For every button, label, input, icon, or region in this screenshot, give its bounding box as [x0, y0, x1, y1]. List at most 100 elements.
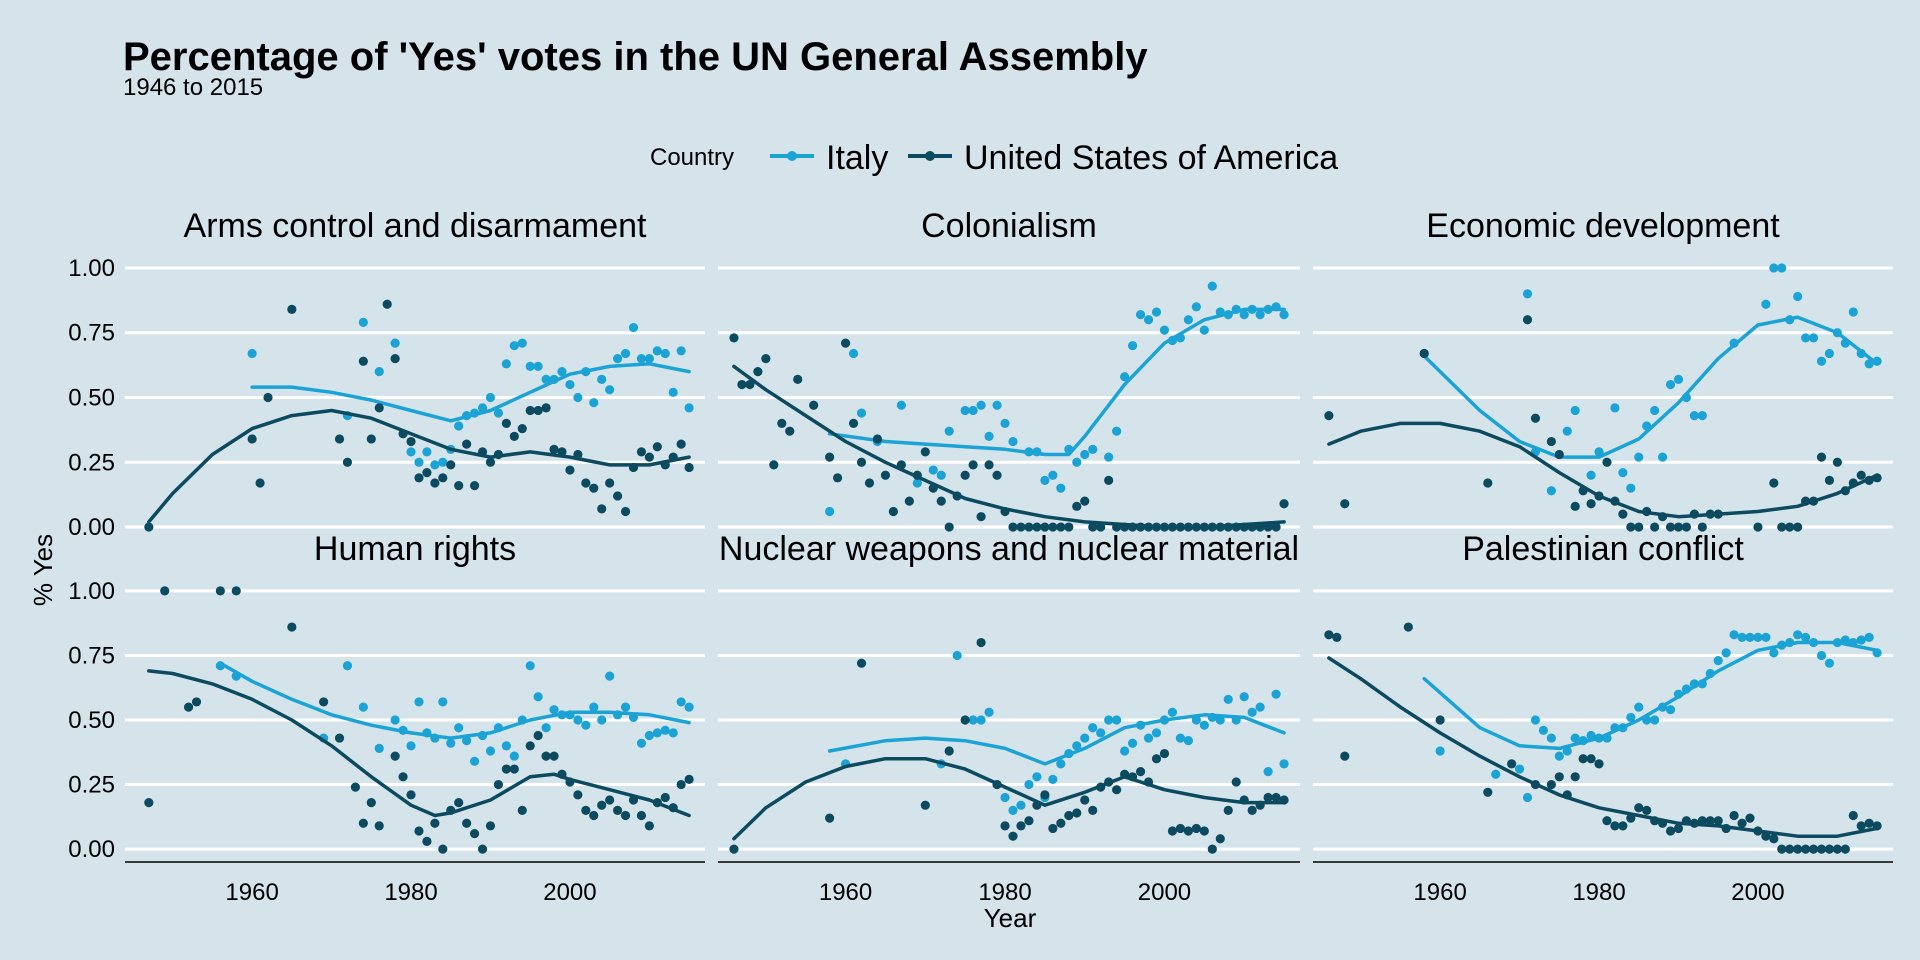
y-tick-label: 1.00 — [68, 255, 115, 282]
data-point — [1848, 810, 1858, 821]
data-point — [944, 426, 954, 436]
data-point — [1048, 823, 1058, 834]
data-point — [1650, 405, 1660, 416]
data-point — [620, 348, 631, 359]
data-point — [1279, 759, 1289, 769]
facet-strip-label: Palestinian conflict — [1462, 530, 1744, 568]
data-point — [605, 385, 615, 395]
data-point — [414, 697, 424, 707]
data-point — [1729, 630, 1739, 640]
data-point — [597, 800, 607, 810]
data-point — [446, 738, 456, 748]
data-point — [1554, 751, 1564, 761]
data-point — [1159, 748, 1170, 759]
data-point — [1207, 844, 1217, 854]
data-point — [1856, 821, 1866, 831]
data-point — [191, 697, 202, 707]
data-point — [144, 798, 154, 808]
data-point — [1080, 795, 1090, 805]
data-point — [454, 480, 464, 491]
data-point — [848, 418, 859, 429]
y-tick-label: 0.50 — [68, 707, 115, 734]
data-point — [1120, 372, 1130, 382]
data-point — [1279, 309, 1289, 320]
data-point — [1183, 315, 1193, 325]
data-point — [366, 434, 376, 444]
data-point — [1816, 844, 1827, 854]
data-point — [1255, 702, 1265, 712]
data-point — [509, 751, 519, 761]
data-point — [1207, 281, 1217, 291]
data-point — [848, 348, 859, 359]
data-point — [1856, 470, 1866, 480]
chart-title: Percentage of 'Yes' votes in the UN Gene… — [123, 35, 1148, 79]
data-point — [1040, 790, 1050, 800]
data-point — [1522, 289, 1533, 299]
data-point — [976, 715, 986, 725]
data-point — [1143, 733, 1154, 743]
data-point — [840, 338, 851, 348]
data-point — [644, 354, 654, 364]
data-point — [968, 460, 978, 470]
data-point — [1721, 648, 1731, 658]
facet-strip-label: Colonialism — [921, 207, 1097, 245]
data-point — [1104, 715, 1114, 725]
data-point — [1491, 769, 1501, 779]
data-point — [1761, 632, 1771, 642]
data-point — [872, 434, 883, 444]
data-point — [1056, 483, 1066, 493]
data-point — [469, 756, 480, 766]
data-point — [1824, 348, 1835, 359]
data-point — [1072, 457, 1082, 467]
data-point — [1665, 379, 1676, 390]
data-point — [1689, 411, 1699, 421]
data-point — [1554, 449, 1564, 460]
data-point — [263, 392, 273, 403]
data-point — [1032, 772, 1042, 782]
data-point — [636, 738, 647, 748]
x-axis-title: Year — [984, 903, 1037, 933]
data-point — [1255, 309, 1265, 320]
data-point — [319, 697, 329, 707]
data-point — [1793, 630, 1803, 640]
data-point — [1824, 844, 1835, 854]
data-point — [936, 470, 946, 480]
data-point — [549, 705, 559, 715]
trend-line — [1327, 656, 1879, 838]
data-point — [856, 457, 867, 467]
data-point — [485, 746, 496, 756]
data-point — [287, 304, 297, 315]
data-point — [565, 379, 575, 390]
data-point — [753, 366, 763, 377]
data-point — [628, 322, 639, 333]
data-point — [864, 478, 875, 488]
x-tick-label: 2000 — [1138, 879, 1191, 906]
data-point — [636, 810, 647, 821]
series-united-states-of-america — [144, 586, 694, 854]
data-point — [1175, 823, 1186, 834]
data-point — [984, 460, 994, 470]
data-point — [652, 728, 662, 738]
data-point — [684, 462, 694, 473]
data-point — [676, 346, 686, 356]
trend-line — [827, 307, 1286, 457]
data-point — [1080, 496, 1090, 506]
data-point — [1697, 522, 1707, 532]
data-point — [1586, 754, 1596, 764]
data-point — [793, 374, 803, 384]
data-point — [1777, 844, 1787, 854]
data-point — [334, 434, 345, 444]
data-point — [729, 844, 739, 854]
legend-swatch-dot-usa — [925, 151, 935, 161]
data-point — [1665, 705, 1676, 715]
data-point — [215, 586, 225, 596]
trend-line — [147, 669, 691, 818]
data-point — [247, 434, 257, 444]
data-point — [1769, 478, 1779, 488]
data-point — [668, 728, 678, 738]
data-point — [856, 658, 867, 668]
data-point — [573, 715, 583, 725]
data-point — [1856, 635, 1866, 645]
series-italy — [1422, 630, 1882, 803]
